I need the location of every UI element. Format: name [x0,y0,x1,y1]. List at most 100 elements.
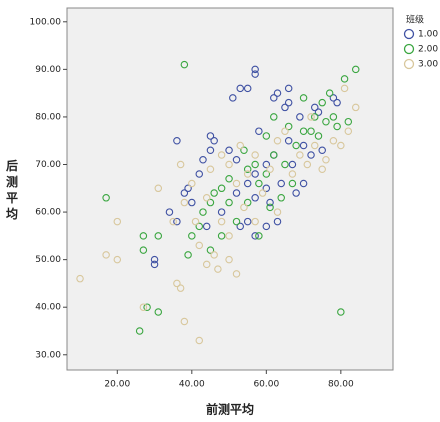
point [199,155,207,164]
y-tick-label: 80.00 [35,112,61,122]
point [273,89,282,97]
point [217,184,226,193]
point [232,270,241,278]
point [251,217,259,226]
point [255,127,263,135]
point [288,170,297,178]
point [251,70,259,78]
legend-label: 2.00 [418,45,438,55]
point [243,198,252,207]
legend-label: 1.00 [418,30,438,40]
point [273,208,282,216]
point [351,103,360,112]
point [307,151,315,159]
point [251,65,259,74]
point [329,113,338,121]
point [314,132,323,140]
point [262,222,271,231]
point [299,94,308,102]
point [206,165,215,174]
point [288,160,297,169]
point [314,108,323,116]
point [270,94,278,102]
point [176,160,185,169]
point [139,303,148,311]
point [262,170,271,178]
y-tick-label: 40.00 [35,303,61,313]
point [325,89,334,97]
x-tick-label: 20.00 [104,380,130,390]
point [195,170,204,178]
plot-area [66,7,394,371]
point [195,222,204,231]
point [173,217,181,226]
point [284,98,293,107]
point [195,241,204,250]
point [288,179,297,188]
legend-marker [403,43,415,55]
point [217,151,226,159]
point [281,160,289,169]
point [150,260,159,269]
point [318,98,326,107]
point [214,265,222,273]
point [135,327,144,335]
point [243,165,252,174]
point [232,217,241,226]
point [251,160,259,169]
y-tick-label: 100.00 [30,17,62,27]
point [299,179,308,188]
x-tick-label: 60.00 [253,380,279,390]
point [199,208,207,216]
point [273,136,282,145]
point [329,94,338,102]
point [76,274,84,283]
x-tick-label: 80.00 [328,380,354,390]
point [266,165,274,174]
point [154,308,163,316]
point [258,189,267,197]
y-tick-label: 90.00 [35,65,61,75]
point [255,179,263,188]
point [225,198,233,207]
legend-marker [403,58,415,70]
y-tick-label: 70.00 [35,160,61,170]
point [150,255,159,264]
point [236,222,244,231]
point [217,232,226,240]
point [240,146,248,154]
point [139,246,148,254]
point [180,317,189,326]
point [202,260,211,269]
point [284,84,293,93]
point [266,198,274,207]
point [337,308,345,316]
point [217,217,226,226]
point [322,155,330,164]
point [225,146,233,154]
point [113,217,122,226]
point [243,170,252,178]
point [206,246,215,254]
point [206,146,215,154]
point [217,208,226,216]
point [229,94,237,102]
point [251,194,259,202]
point [311,113,319,121]
y-tick-label: 60.00 [35,208,61,218]
legend-title: 班级 [406,14,424,26]
point [266,203,274,212]
x-tick-label: 40.00 [179,380,205,390]
point [154,232,163,240]
point [173,136,181,145]
point [311,103,319,112]
point [236,84,244,93]
point [188,198,196,207]
point [243,84,252,93]
point [340,75,349,83]
point [180,189,189,197]
point [307,113,315,121]
point [277,194,285,202]
point [303,160,312,169]
point [169,217,177,226]
